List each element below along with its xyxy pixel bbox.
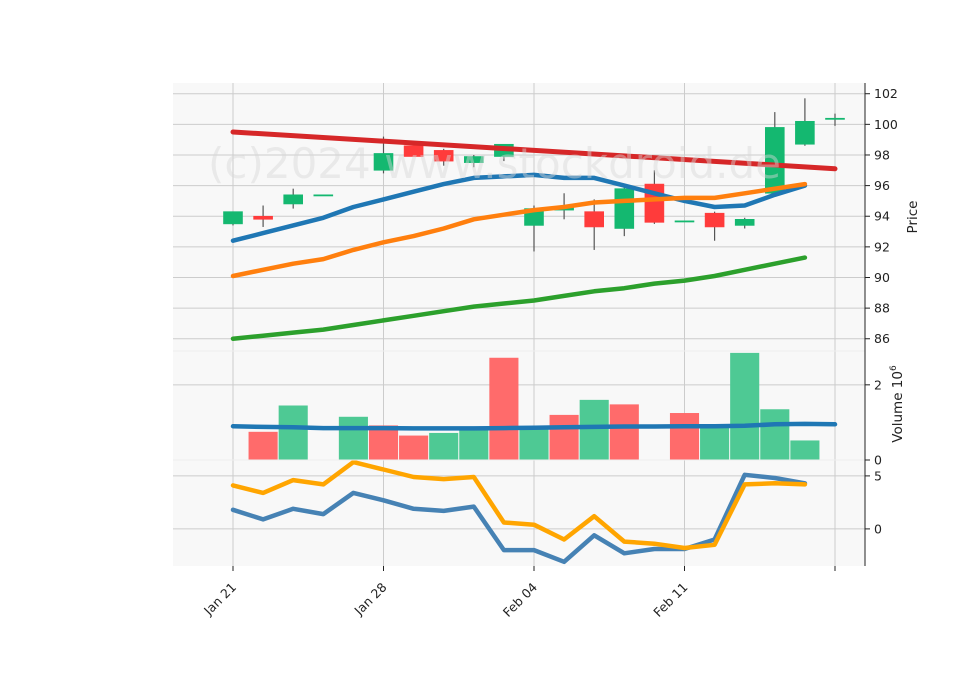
moving-average-line: [230, 172, 808, 243]
volume-bar: [368, 425, 399, 460]
candle-down: [433, 150, 454, 162]
volume-bar: [399, 435, 429, 460]
x-tick-label: Jan 28: [351, 579, 390, 618]
volume-bar: [549, 414, 579, 460]
candle-up: [283, 194, 304, 205]
price-y-tick-label: 98: [874, 147, 890, 162]
volume-bar: [519, 429, 549, 460]
candle-down: [403, 145, 424, 157]
moving-average-line: [230, 181, 808, 279]
volume-bar: [760, 409, 790, 460]
candle-up: [313, 194, 334, 197]
x-tick-label: Feb 11: [650, 580, 690, 620]
volume-bar: [429, 432, 459, 460]
price-y-tick-label: 86: [874, 331, 890, 346]
price-y-tick-label: 88: [874, 301, 890, 316]
indicator-line: [230, 459, 808, 551]
price-y-tick-label: 90: [874, 270, 890, 285]
trend-line: [230, 129, 838, 172]
volume-bar: [609, 404, 639, 460]
price-y-tick-label: 96: [874, 178, 890, 193]
candle-up: [463, 156, 484, 163]
candle-down: [584, 211, 605, 228]
price-y-tick-label: 94: [874, 209, 890, 224]
indicator-line: [230, 472, 808, 565]
candle-up: [223, 211, 243, 225]
candle-up: [825, 117, 845, 120]
candle-up: [795, 120, 815, 145]
volume-bar: [489, 357, 519, 460]
indicator-y-tick-label: 5: [874, 468, 882, 483]
candle-up: [734, 218, 755, 226]
volume-bar: [669, 413, 700, 460]
volume-bar: [700, 426, 730, 460]
volume-y-tick-label: 0: [874, 453, 882, 468]
volume-average-line: [230, 421, 838, 431]
price-axis-title: Price: [905, 201, 921, 234]
volume-bar: [790, 440, 820, 460]
price-y-tick-label: 102: [874, 86, 898, 101]
volume-axis-title-exponent: 6: [889, 365, 899, 371]
volume-bar: [278, 405, 308, 460]
moving-average-line: [230, 255, 808, 341]
candle-up: [614, 188, 635, 229]
candle-down: [704, 212, 725, 228]
price-panel-bg: [173, 83, 865, 351]
volume-bar: [730, 352, 760, 460]
candle-down: [253, 215, 273, 220]
candle-up: [373, 153, 394, 171]
x-tick-label: Jan 21: [200, 580, 239, 619]
volume-bar: [459, 429, 489, 460]
volume-bar: [579, 399, 609, 460]
price-y-tick-label: 92: [874, 239, 890, 254]
candle-up: [674, 220, 695, 223]
volume-axis-title: Volume 106: [889, 365, 906, 443]
volume-bar: [338, 416, 368, 460]
x-tick-label: Feb 04: [500, 579, 540, 619]
volume-axis-title-base: Volume 10: [890, 371, 906, 443]
volume-bar: [248, 431, 278, 460]
price-y-tick-label: 100: [874, 117, 898, 132]
watermark: (c)2024 www.stockdroid.de: [208, 139, 781, 188]
volume-y-tick-label: 2: [874, 377, 882, 392]
indicator-y-tick-label: 0: [874, 521, 882, 536]
